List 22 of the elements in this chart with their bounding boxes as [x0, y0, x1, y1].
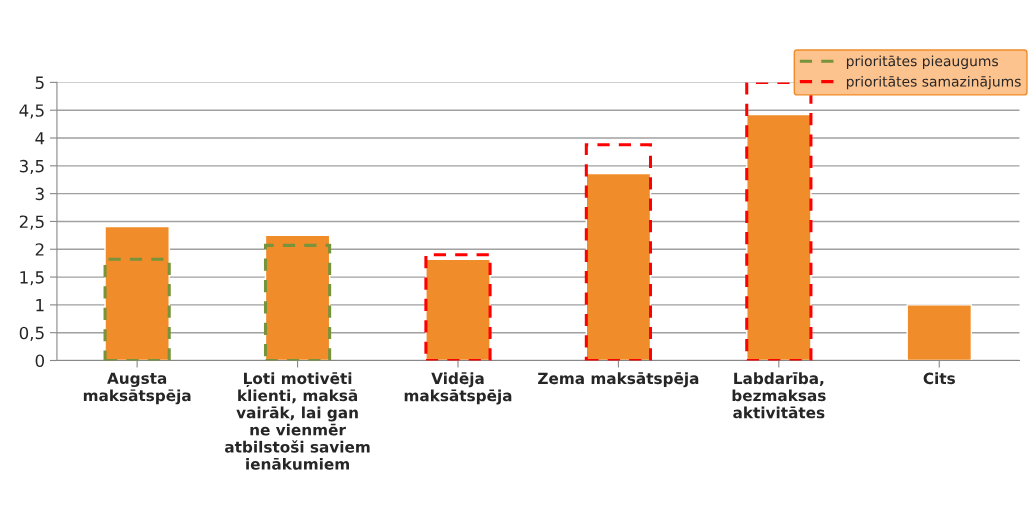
y-tick-label: 3 [35, 187, 44, 201]
x-tick-label: Augsta maksātspēja [83, 372, 191, 405]
x-tick-label: Cits [923, 372, 955, 385]
x-tick-label: Ļoti motivēti klienti, maksā vairāk, lai gan ne vienmēr atbilstoši saviem ienākumiem [225, 372, 370, 470]
bar [585, 172, 652, 361]
x-tick-label: Zema maksātspēja [538, 372, 699, 388]
y-tick-label: 0 [35, 354, 45, 368]
y-tick-label: 2 [35, 243, 44, 256]
legend-label: prioritātes pieaugums [846, 55, 998, 69]
x-tick-label: Vidēja maksātspēja [404, 372, 512, 405]
y-tick-label: 2,5 [19, 215, 44, 230]
bar [906, 304, 973, 361]
y-tick-label: 4,5 [19, 104, 44, 119]
y-tick-label: 4 [35, 132, 45, 145]
y-tick-label: 1 [36, 299, 44, 312]
legend-label: prioritātes samazinājums [846, 75, 1021, 90]
bar [104, 225, 170, 361]
y-tick-label: 0,5 [19, 326, 44, 341]
y-tick-label: 1,5 [20, 271, 44, 286]
y-tick-label: 5 [35, 76, 44, 89]
y-tick-label: 3,5 [19, 159, 44, 175]
x-tick-label: Labdarība, bezmaksas aktivitātes [732, 372, 826, 419]
